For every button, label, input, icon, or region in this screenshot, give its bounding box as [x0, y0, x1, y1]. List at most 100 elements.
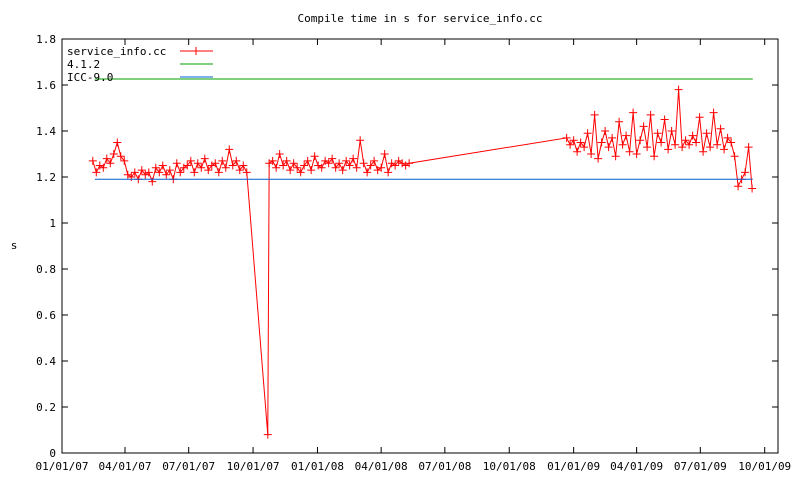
data-point [604, 143, 613, 152]
data-point [113, 138, 122, 147]
data-point [172, 159, 181, 168]
data-point [130, 168, 139, 177]
axes: 0 0.2 0.4 0.6 0.8 1 1.2 1.4 1.6 1.8 01/01/07 04/01/… [36, 33, 792, 473]
data-point [263, 430, 272, 439]
x-tick-label: 01/01/08 [291, 460, 344, 473]
data-point [155, 168, 164, 177]
data-point [359, 159, 368, 168]
data-point [286, 166, 295, 175]
data-point [165, 166, 174, 175]
data-point [664, 145, 673, 154]
data-point [744, 143, 753, 152]
x-tick-label: 10/01/09 [738, 460, 791, 473]
data-point [702, 129, 711, 138]
data-point [566, 140, 575, 149]
data-point [296, 168, 305, 177]
data-point [583, 129, 592, 138]
data-point [303, 156, 312, 165]
data-point [342, 156, 351, 165]
data-point [324, 159, 333, 168]
data-point [650, 152, 659, 161]
y-tick-label: 1.4 [36, 125, 56, 138]
data-point [671, 140, 680, 149]
data-point [611, 152, 620, 161]
data-point [204, 166, 213, 175]
y-tick-label: 0.6 [36, 309, 56, 322]
data-point [639, 122, 648, 131]
data-point [576, 138, 585, 147]
data-point [685, 140, 694, 149]
chart-title: Compile time in s for service_info.cc [297, 12, 542, 25]
data-point [239, 161, 248, 170]
data-point [713, 140, 722, 149]
data-point [587, 150, 596, 158]
data-point [214, 168, 223, 177]
data-point [289, 159, 298, 168]
data-point [688, 131, 697, 140]
data-point [190, 168, 199, 177]
x-tick-label: 01/01/09 [547, 460, 600, 473]
data-point [597, 138, 606, 147]
y-tick-label: 0.2 [36, 401, 56, 414]
y-tick-label: 1.8 [36, 33, 56, 46]
data-point [307, 166, 316, 175]
data-point [242, 168, 251, 177]
data-point [88, 156, 97, 165]
data-point [99, 163, 108, 172]
data-point [186, 156, 195, 165]
y-tick-label: 1.2 [36, 171, 56, 184]
data-point [678, 143, 687, 152]
data-point [335, 159, 344, 168]
data-point [162, 170, 171, 179]
data-point [232, 156, 241, 165]
data-point [366, 161, 375, 170]
data-point [109, 150, 118, 158]
data-point [176, 168, 185, 177]
data-point [727, 138, 736, 147]
data-point [384, 168, 393, 177]
x-tick-label: 04/01/08 [355, 460, 408, 473]
data-point [622, 131, 631, 140]
data-point [391, 161, 400, 170]
data-point [636, 136, 645, 145]
data-point [580, 143, 589, 152]
data-point [646, 110, 655, 119]
data-point [300, 161, 309, 170]
data-point [356, 136, 365, 145]
data-point [629, 108, 638, 117]
y-tick-label: 1 [49, 217, 56, 230]
data-point [370, 156, 379, 165]
data-point [102, 154, 111, 163]
data-point [601, 127, 610, 135]
data-point [695, 113, 704, 122]
data-point [158, 161, 167, 170]
data-point [709, 108, 718, 117]
data-point [279, 161, 288, 170]
plot-lines [88, 78, 757, 439]
data-point [569, 136, 578, 145]
data-point [193, 159, 202, 168]
x-tick-label: 07/01/07 [162, 460, 215, 473]
y-tick-label: 1.6 [36, 79, 56, 92]
data-point [573, 147, 582, 156]
data-point [562, 133, 571, 142]
data-point [144, 168, 153, 177]
x-tick-label: 04/01/09 [610, 460, 663, 473]
legend-label: service_info.cc [67, 45, 166, 58]
x-tick-label: 04/01/07 [98, 460, 151, 473]
data-point [225, 145, 234, 154]
data-point [667, 127, 676, 135]
data-point [116, 152, 125, 161]
data-point [363, 168, 372, 177]
data-point [699, 147, 708, 156]
data-point [608, 133, 617, 142]
plot-border [61, 38, 779, 454]
data-point [137, 166, 146, 175]
data-point [331, 163, 340, 172]
data-point [317, 163, 326, 172]
data-point [268, 156, 277, 165]
data-point [218, 156, 227, 165]
data-point [625, 147, 634, 156]
